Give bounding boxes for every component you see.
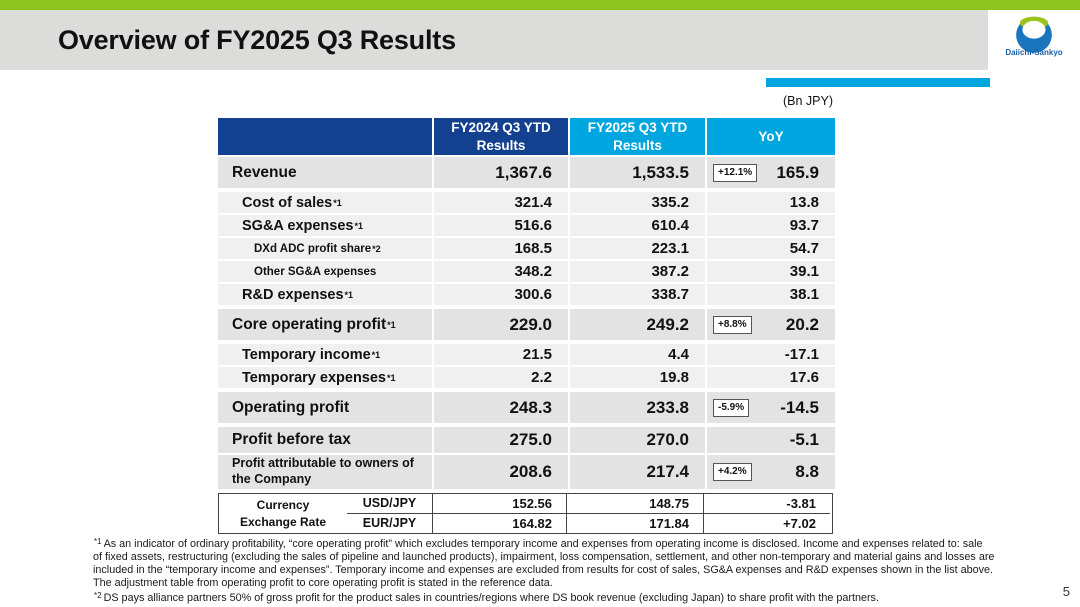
fy2024-value: 300.6 <box>434 284 568 305</box>
table-row-core-operating-profit: Core operating profit *1 229.0 249.2 +8.8… <box>218 309 835 340</box>
footnote-1-line-3: included in the “temporary income and ex… <box>93 563 994 576</box>
fy2024-value: 275.0 <box>434 427 568 453</box>
fy2025-value: 223.1 <box>570 238 705 259</box>
table-row-profit-attributable: Profit attributable to owners of the Com… <box>218 455 835 489</box>
header-accent-bar <box>766 78 990 87</box>
yoy-cell: 93.7 <box>707 215 835 236</box>
fy2025-value: 335.2 <box>570 192 705 213</box>
eur-fy2025-value: 171.84 <box>566 513 703 533</box>
yoy-cell: -5.1 <box>707 427 835 453</box>
fy2025-value: 249.2 <box>570 309 705 340</box>
yoy-cell: 54.7 <box>707 238 835 259</box>
yoy-cell: 38.1 <box>707 284 835 305</box>
currency-pair-usd: USD/JPY <box>347 494 432 514</box>
yoy-percent-badge: +8.8% <box>713 315 752 334</box>
table-header-row: FY2024 Q3 YTD Results FY2025 Q3 YTD Resu… <box>218 118 835 155</box>
fy2025-value: 338.7 <box>570 284 705 305</box>
results-table: FY2024 Q3 YTD Results FY2025 Q3 YTD Resu… <box>218 118 835 489</box>
row-label: Core operating profit *1 <box>218 309 432 340</box>
row-label: Cost of sales *1 <box>218 192 432 213</box>
row-label: Profit before tax <box>218 427 432 453</box>
usd-fy2024-value: 152.56 <box>432 494 566 514</box>
currency-exchange-table: Currency Exchange Rate USD/JPY 152.56 14… <box>218 493 833 534</box>
unit-label: (Bn JPY) <box>782 94 833 108</box>
table-row-operating-profit: Operating profit 248.3 233.8 -5.9% -14.5 <box>218 392 835 423</box>
header-cell-empty <box>218 118 432 155</box>
row-label: SG&A expenses *1 <box>218 215 432 236</box>
footnote-1-line-1: *1 As an indicator of ordinary profitabil… <box>94 537 983 550</box>
yoy-cell: +4.2% 8.8 <box>707 455 835 489</box>
table-row-temporary-income: Temporary income *1 21.5 4.4 -17.1 <box>218 344 835 365</box>
fy2025-value: 610.4 <box>570 215 705 236</box>
table-row-cost-of-sales: Cost of sales *1 321.4 335.2 13.8 <box>218 192 835 213</box>
yoy-cell: 17.6 <box>707 367 835 388</box>
page-title: Overview of FY2025 Q3 Results <box>58 24 456 55</box>
fy2025-value: 387.2 <box>570 261 705 282</box>
fy2025-value: 233.8 <box>570 392 705 423</box>
fy2024-value: 2.2 <box>434 367 568 388</box>
yoy-cell: +8.8% 20.2 <box>707 309 835 340</box>
fy2025-value: 19.8 <box>570 367 705 388</box>
footnote-2: *2 DS pays alliance partners 50% of gross… <box>94 590 879 604</box>
fy2024-value: 1,367.6 <box>434 157 568 188</box>
table-row-dxd-adc-profit-share: DXd ADC profit share *2 168.5 223.1 54.7 <box>218 238 835 259</box>
table-row-sga-expenses: SG&A expenses *1 516.6 610.4 93.7 <box>218 215 835 236</box>
fy2024-value: 248.3 <box>434 392 568 423</box>
fy2025-value: 1,533.5 <box>570 157 705 188</box>
fy2024-value: 348.2 <box>434 261 568 282</box>
currency-table-label: Currency Exchange Rate <box>239 498 327 529</box>
fy2024-value: 321.4 <box>434 192 568 213</box>
eur-fy2024-value: 164.82 <box>432 513 566 533</box>
eur-yoy-value: +7.02 <box>703 513 830 533</box>
yoy-cell: 13.8 <box>707 192 835 213</box>
fy2025-value: 4.4 <box>570 344 705 365</box>
header-cell-fy2024: FY2024 Q3 YTD Results <box>434 118 568 155</box>
yoy-cell: +12.1% 165.9 <box>707 157 835 188</box>
fy2024-value: 516.6 <box>434 215 568 236</box>
fy2025-value: 270.0 <box>570 427 705 453</box>
page-number: 5 <box>1062 584 1070 599</box>
header: Overview of FY2025 Q3 Results <box>0 10 988 70</box>
usd-fy2025-value: 148.75 <box>566 494 703 514</box>
yoy-percent-badge: -5.9% <box>713 398 750 417</box>
table-row-other-sga-expenses: Other SG&A expenses 348.2 387.2 39.1 <box>218 261 835 282</box>
fy2024-value: 168.5 <box>434 238 568 259</box>
table-row-rd-expenses: R&D expenses *1 300.6 338.7 38.1 <box>218 284 835 305</box>
top-accent-bar <box>0 0 1080 10</box>
footnote-1-line-4: The adjustment table from operating prof… <box>93 576 553 589</box>
table-row-profit-before-tax: Profit before tax 275.0 270.0 -5.1 <box>218 427 835 453</box>
row-label: Operating profit <box>218 392 432 423</box>
row-label: Revenue <box>218 157 432 188</box>
yoy-cell: 39.1 <box>707 261 835 282</box>
fy2025-value: 217.4 <box>570 455 705 489</box>
logo-text: Daiichi-Sankyo <box>1005 48 1063 57</box>
row-label: R&D expenses *1 <box>218 284 432 305</box>
table-row-temporary-expenses: Temporary expenses *1 2.2 19.8 17.6 <box>218 367 835 388</box>
footnote-1-line-2: of fixed assets, restructuring (excludin… <box>93 550 995 563</box>
table-row-revenue: Revenue 1,367.6 1,533.5 +12.1% 165.9 <box>218 157 835 188</box>
fy2024-value: 229.0 <box>434 309 568 340</box>
fy2024-value: 21.5 <box>434 344 568 365</box>
yoy-cell: -17.1 <box>707 344 835 365</box>
daiichi-sankyo-logo-icon <box>1016 16 1052 53</box>
currency-pair-eur: EUR/JPY <box>362 516 417 531</box>
row-label: Profit attributable to owners of the Com… <box>218 455 432 489</box>
header-cell-yoy: YoY <box>707 118 835 155</box>
header-cell-fy2025: FY2025 Q3 YTD Results <box>570 118 705 155</box>
usd-yoy-value: -3.81 <box>703 494 830 514</box>
footnotes: *1 As an indicator of ordinary profitabil… <box>93 536 1045 605</box>
row-label: Temporary income *1 <box>218 344 432 365</box>
row-label: DXd ADC profit share *2 <box>218 238 432 259</box>
row-label: Temporary expenses *1 <box>218 367 432 388</box>
yoy-percent-badge: +12.1% <box>713 163 758 182</box>
row-label: Other SG&A expenses <box>218 261 432 282</box>
company-logo: Daiichi-Sankyo <box>988 10 1080 88</box>
yoy-percent-badge: +4.2% <box>713 463 752 481</box>
fy2024-value: 208.6 <box>434 455 568 489</box>
yoy-cell: -5.9% -14.5 <box>707 392 835 423</box>
